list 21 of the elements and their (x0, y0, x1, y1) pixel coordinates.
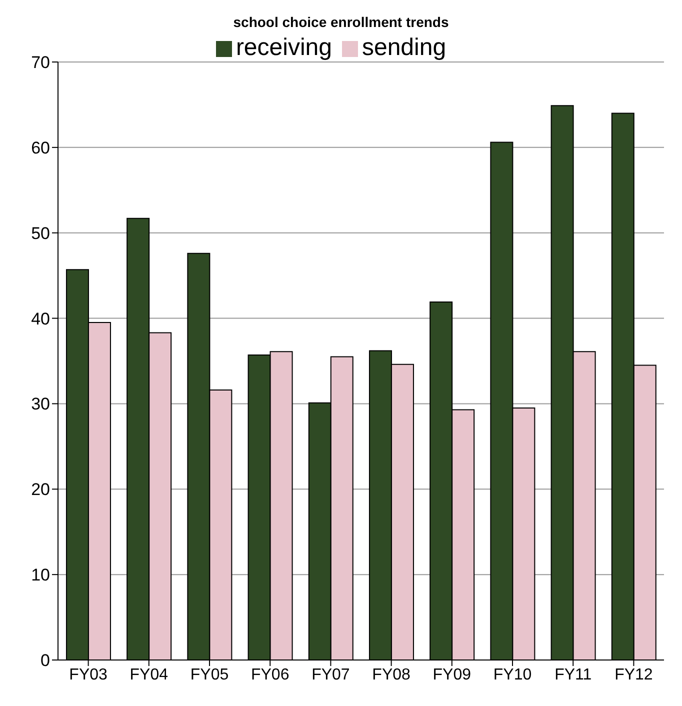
x-tick-label: FY07 (312, 666, 350, 684)
y-tick-label: 40 (31, 309, 50, 328)
x-tick-label: FY09 (432, 666, 472, 684)
x-tick-label: FY04 (130, 666, 168, 684)
y-tick-label: 30 (31, 394, 50, 414)
y-tick-label: 20 (31, 480, 50, 500)
x-tick-label: FY12 (614, 666, 653, 684)
y-tick-label: 10 (31, 566, 50, 585)
x-tick-label: FY05 (190, 666, 229, 684)
legend-label: sending (362, 34, 446, 61)
x-tick-label: FY10 (493, 666, 532, 684)
y-tick-label: 0 (40, 651, 50, 670)
x-tick-label: FY03 (69, 666, 108, 684)
y-tick-label: 70 (31, 53, 50, 72)
x-tick-label: FY06 (250, 666, 290, 684)
y-tick-label: 60 (31, 138, 50, 158)
chart-title: school choice enrollment trends (232, 13, 450, 30)
legend-label: receiving (236, 34, 332, 61)
x-tick-label: FY08 (372, 666, 411, 684)
x-tick-label: FY11 (554, 666, 592, 684)
y-tick-label: 50 (31, 224, 50, 243)
